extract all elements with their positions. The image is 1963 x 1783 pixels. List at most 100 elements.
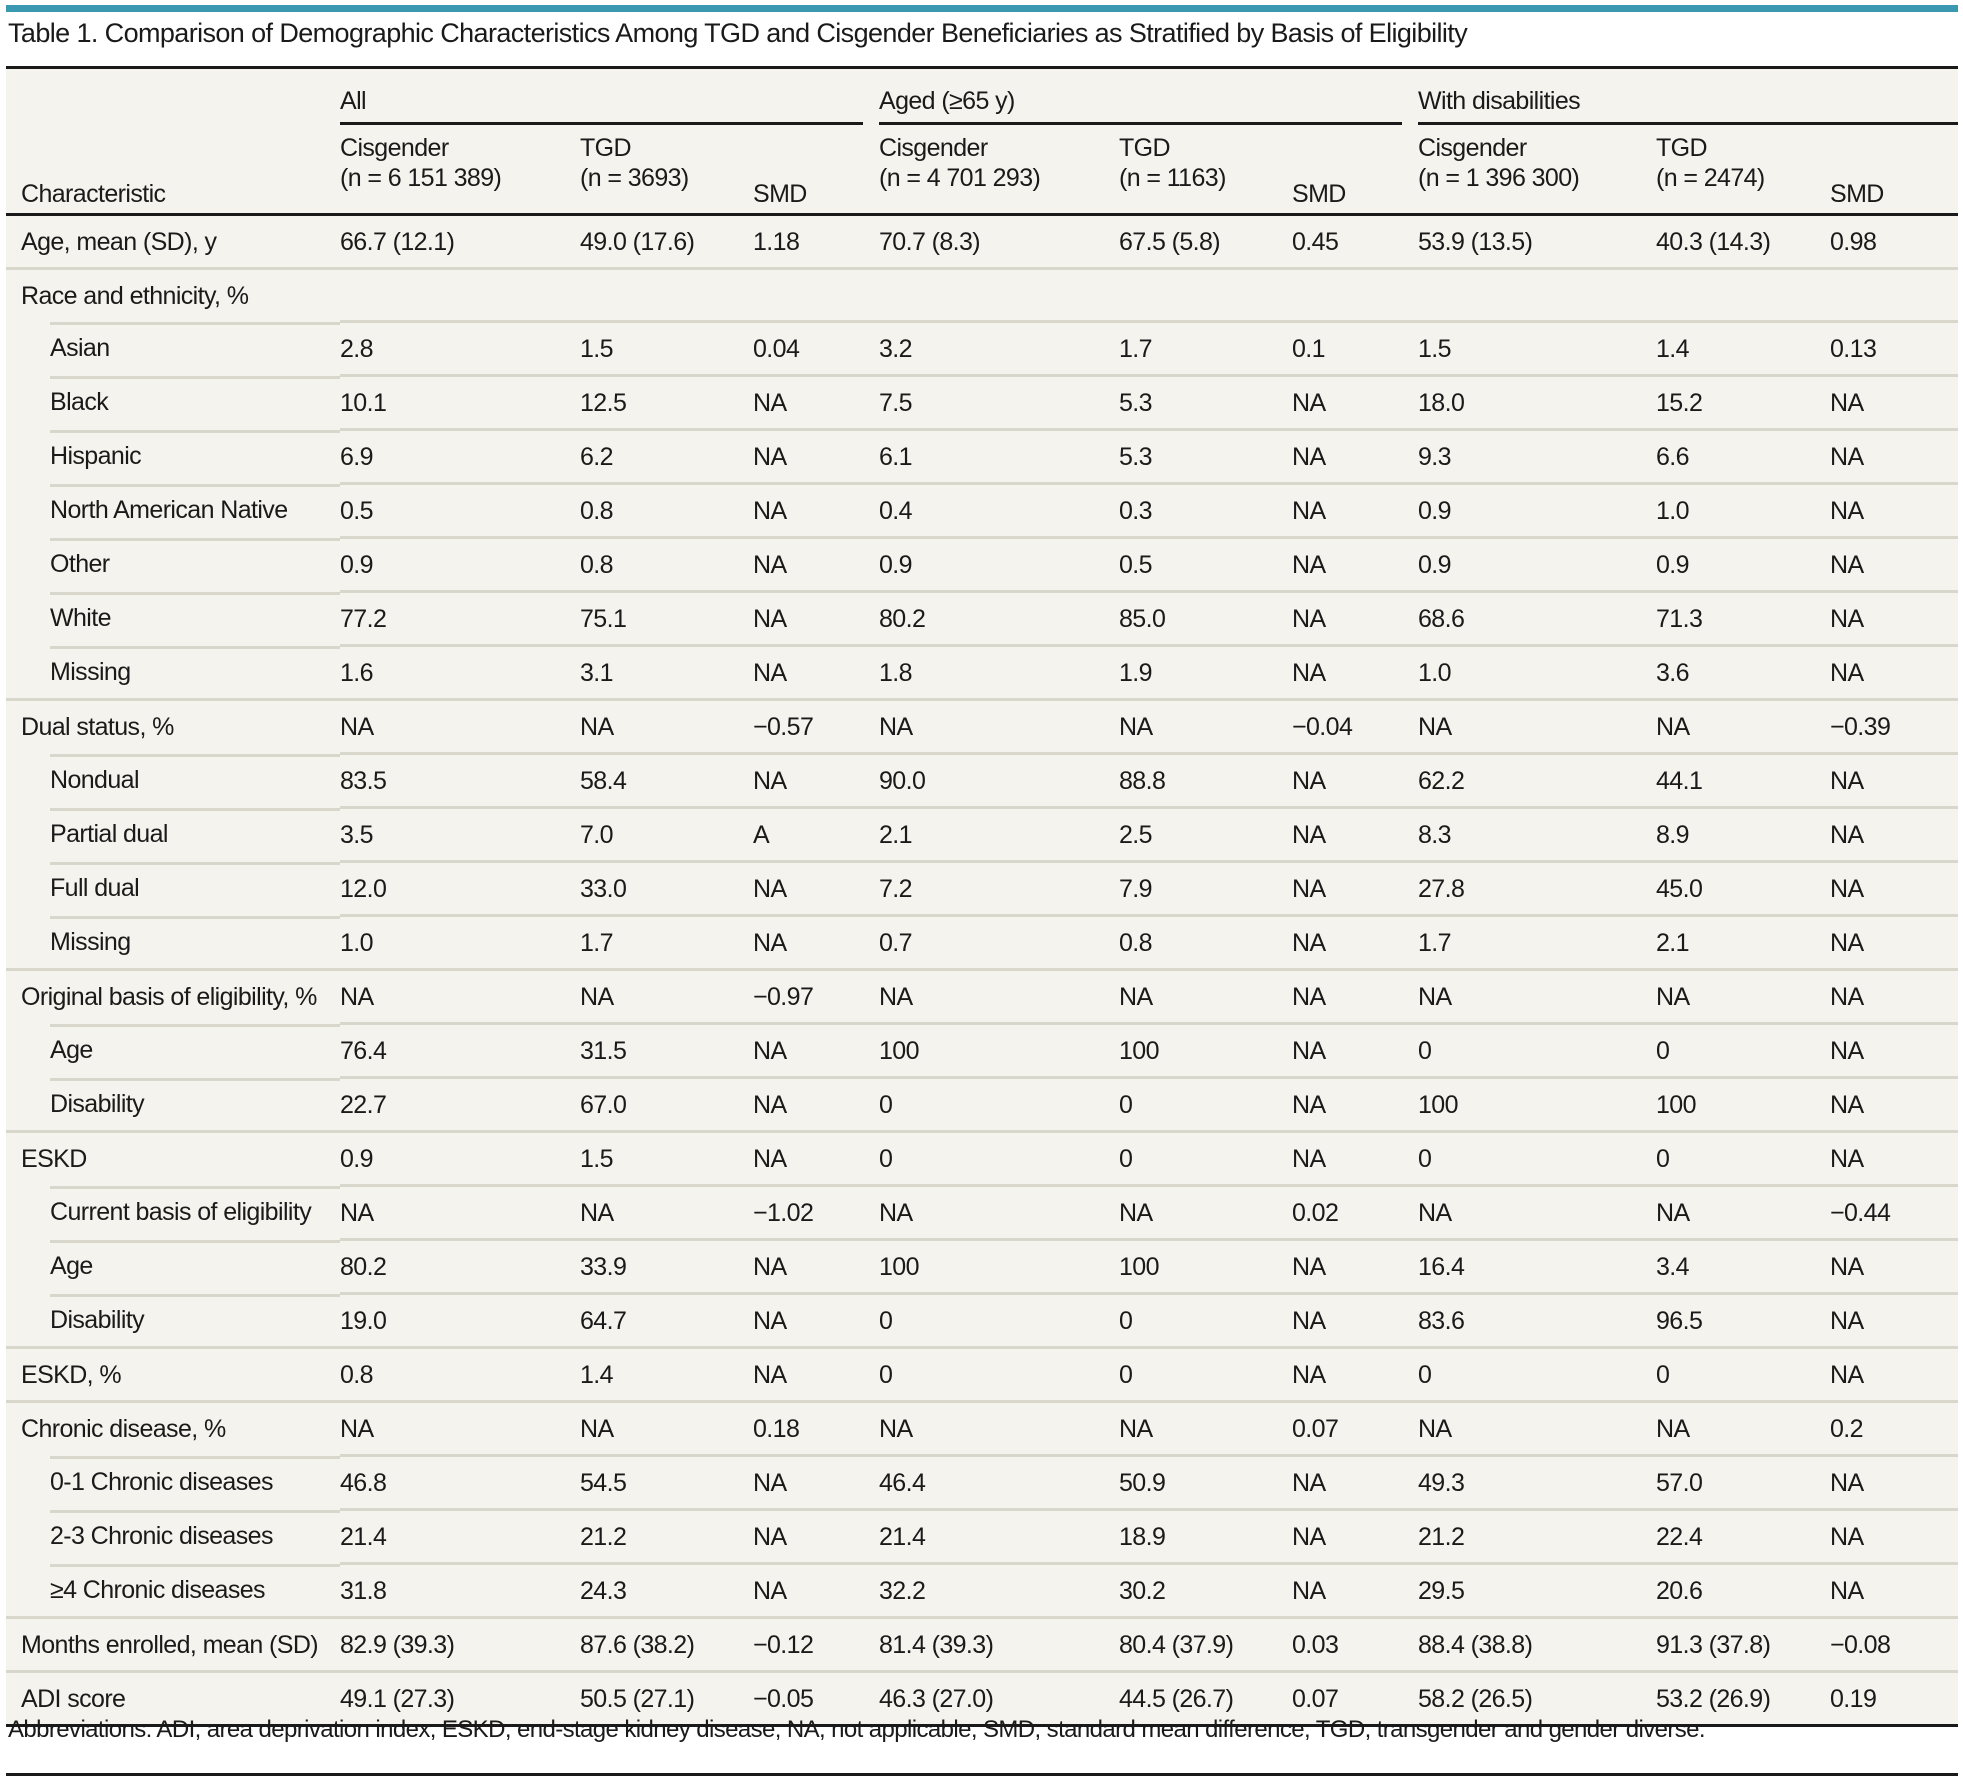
table-cell-smd-all: −0.05 <box>753 1685 814 1713</box>
table-cell-cisgender-all: 19.0 <box>340 1292 580 1348</box>
table-cell-cisgender-all: 2.8 <box>340 320 580 376</box>
table-cell-tgd-aged: 0.3 <box>1119 482 1292 538</box>
table-cell-tgd-disabilities: 3.4 <box>1656 1238 1830 1294</box>
column-header-smd-all: SMD <box>753 127 879 215</box>
table-cell-cisgender-all: 76.4 <box>340 1022 580 1078</box>
column-header-sample-size: (n = 6 151 389) <box>340 164 502 192</box>
table-cell-cisgender-disabilities: 49.3 <box>1418 1454 1656 1510</box>
table-cell-tgd-aged: 0.8 <box>1119 914 1292 970</box>
table-row: ESKD 0.9 1.5 NA 0 0 NA 0 0 NA <box>6 1131 1958 1186</box>
column-header-tgd-disabilities: TGD (n = 2474) <box>1656 127 1830 215</box>
table-cell-smd-disabilities: −0.44 <box>1830 1184 1958 1240</box>
table-cell-tgd-disabilities: 0.9 <box>1656 536 1830 592</box>
row-label: Race and ethnicity, % <box>21 282 249 310</box>
table-cell-tgd-all: 24.3 <box>580 1562 753 1618</box>
row-label: Disability <box>6 1293 340 1348</box>
table-cell-smd-aged: NA <box>1292 644 1418 700</box>
accent-bar <box>6 5 1958 12</box>
table-cell-smd-disabilities: NA <box>1830 806 1958 862</box>
table-cell-smd-aged: −0.04 <box>1292 713 1353 741</box>
table-cell-smd-all: NA <box>753 374 879 430</box>
table-cell-smd-all: NA <box>753 1454 879 1510</box>
table-cell-smd-all: NA <box>753 914 879 970</box>
column-header-smd-disabilities: SMD <box>1830 127 1958 215</box>
table-cell-tgd-disabilities: NA <box>1656 713 1690 741</box>
table-cell-cisgender-all: 83.5 <box>340 752 580 808</box>
table-cell-cisgender-all: 21.4 <box>340 1508 580 1564</box>
table-cell-tgd-all: 58.4 <box>580 752 753 808</box>
table-cell-smd-aged: 0.45 <box>1292 228 1339 256</box>
table-cell-tgd-aged: 0.5 <box>1119 536 1292 592</box>
table-row: 0-1 Chronic diseases 46.8 54.5 NA 46.4 50.9 NA… <box>6 1454 1958 1510</box>
table-cell-cisgender-all: 12.0 <box>340 860 580 916</box>
table-cell-cisgender-disabilities: 100 <box>1418 1076 1656 1132</box>
table-row: Disability 22.7 67.0 NA 0 0 NA 100 100 NA <box>6 1076 1958 1132</box>
table-cell-smd-aged: NA <box>1292 1145 1326 1173</box>
table-cell-smd-aged: NA <box>1292 374 1418 430</box>
column-header-sample-size: (n = 1163) <box>1119 164 1226 192</box>
column-header-smd-label: SMD <box>1292 180 1346 208</box>
row-label: Black <box>6 375 340 430</box>
table-cell-smd-aged: NA <box>1292 914 1418 970</box>
table-cell-tgd-all: 12.5 <box>580 374 753 430</box>
table-cell-smd-all: NA <box>753 1076 879 1132</box>
table-cell-cisgender-all: NA <box>340 983 374 1011</box>
table-cell-smd-all: NA <box>753 1292 879 1348</box>
column-header-group-label: TGD <box>580 134 632 162</box>
table-cell-tgd-disabilities: 20.6 <box>1656 1562 1830 1618</box>
table-cell-tgd-all: 0.8 <box>580 536 753 592</box>
table-cell-smd-disabilities: NA <box>1830 374 1958 430</box>
table-cell-cisgender-disabilities: 68.6 <box>1418 590 1656 646</box>
table-cell-smd-aged: NA <box>1292 1292 1418 1348</box>
table-cell-smd-all: NA <box>753 428 879 484</box>
table-cell-smd-disabilities: 0.13 <box>1830 320 1958 376</box>
table-cell-smd-aged: NA <box>1292 1238 1418 1294</box>
table-cell-cisgender-disabilities: 53.9 (13.5) <box>1418 228 1533 256</box>
table-cell-smd-all: NA <box>753 482 879 538</box>
column-header-cisgender-aged: Cisgender (n = 4 701 293) <box>879 127 1119 215</box>
table-cell-smd-disabilities: NA <box>1830 1022 1958 1078</box>
table-cell-tgd-aged: 67.5 (5.8) <box>1119 228 1221 256</box>
table-cell-smd-all: −0.97 <box>753 983 814 1011</box>
table-row: Current basis of eligibility NA NA −1.02 NA N… <box>6 1184 1958 1240</box>
table-cell-smd-disabilities: −0.39 <box>1830 713 1891 741</box>
table-cell-cisgender-aged <box>879 269 1119 322</box>
table-cell-cisgender-all: NA <box>340 1415 374 1443</box>
table-cell-tgd-disabilities: 8.9 <box>1656 806 1830 862</box>
table-row: 2-3 Chronic diseases 21.4 21.2 NA 21.4 18.9 NA… <box>6 1508 1958 1564</box>
table-cell-smd-aged: NA <box>1292 806 1418 862</box>
column-header-tgd-all: TGD (n = 3693) <box>580 127 753 215</box>
table-cell-tgd-aged: 5.3 <box>1119 428 1292 484</box>
table-cell-tgd-aged: 0 <box>1119 1145 1133 1173</box>
table-cell-tgd-all: 64.7 <box>580 1292 753 1348</box>
table-cell-smd-all: −1.02 <box>753 1184 879 1240</box>
column-header-smd-aged: SMD <box>1292 127 1418 215</box>
table-cell-smd-disabilities: NA <box>1830 1562 1958 1618</box>
table-cell-smd-aged: NA <box>1292 1076 1418 1132</box>
table-cell-cisgender-disabilities: 1.5 <box>1418 320 1656 376</box>
group-header-row: All Aged (≥65 y) With disabilities <box>6 69 1958 127</box>
table-cell-smd-disabilities: NA <box>1830 1454 1958 1510</box>
table-cell-tgd-disabilities: 1.0 <box>1656 482 1830 538</box>
footnote-abbreviations: Abbreviations: ADI, area deprivation ind… <box>8 1716 1706 1743</box>
row-label: Months enrolled, mean (SD) <box>21 1631 319 1659</box>
table-cell-cisgender-disabilities: 0 <box>1418 1145 1432 1173</box>
table-cell-cisgender-all: 77.2 <box>340 590 580 646</box>
table-cell-tgd-all: 33.9 <box>580 1238 753 1294</box>
table-cell-cisgender-disabilities: 29.5 <box>1418 1562 1656 1618</box>
table-cell-tgd-aged: 85.0 <box>1119 590 1292 646</box>
table-cell-cisgender-disabilities: NA <box>1418 1184 1656 1240</box>
table-cell-tgd-aged: 0 <box>1119 1292 1292 1348</box>
table-cell-tgd-disabilities: 100 <box>1656 1076 1830 1132</box>
table-row: ≥4 Chronic diseases 31.8 24.3 NA 32.2 30.2 NA 2… <box>6 1562 1958 1618</box>
table-cell-cisgender-aged: 70.7 (8.3) <box>879 228 981 256</box>
table-cell-cisgender-all: 10.1 <box>340 374 580 430</box>
table-cell-smd-all: 1.18 <box>753 228 800 256</box>
table-cell-tgd-all: 21.2 <box>580 1508 753 1564</box>
table-cell-smd-aged: NA <box>1292 428 1418 484</box>
table-cell-cisgender-all: 66.7 (12.1) <box>340 228 455 256</box>
table-cell-tgd-aged: 1.7 <box>1119 320 1292 376</box>
table-cell-tgd-all: 67.0 <box>580 1076 753 1132</box>
table-cell-cisgender-disabilities: 27.8 <box>1418 860 1656 916</box>
table-cell-cisgender-aged: 0 <box>879 1076 1119 1132</box>
